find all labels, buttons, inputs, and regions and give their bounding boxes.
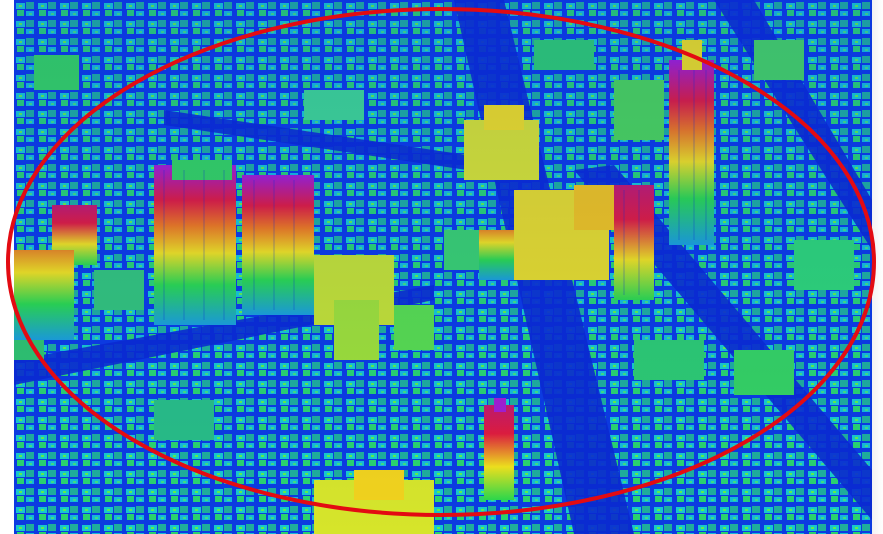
image-border-strip	[872, 0, 883, 534]
lidar-city-image	[14, 0, 872, 534]
lidar-elevation-map	[14, 0, 872, 534]
